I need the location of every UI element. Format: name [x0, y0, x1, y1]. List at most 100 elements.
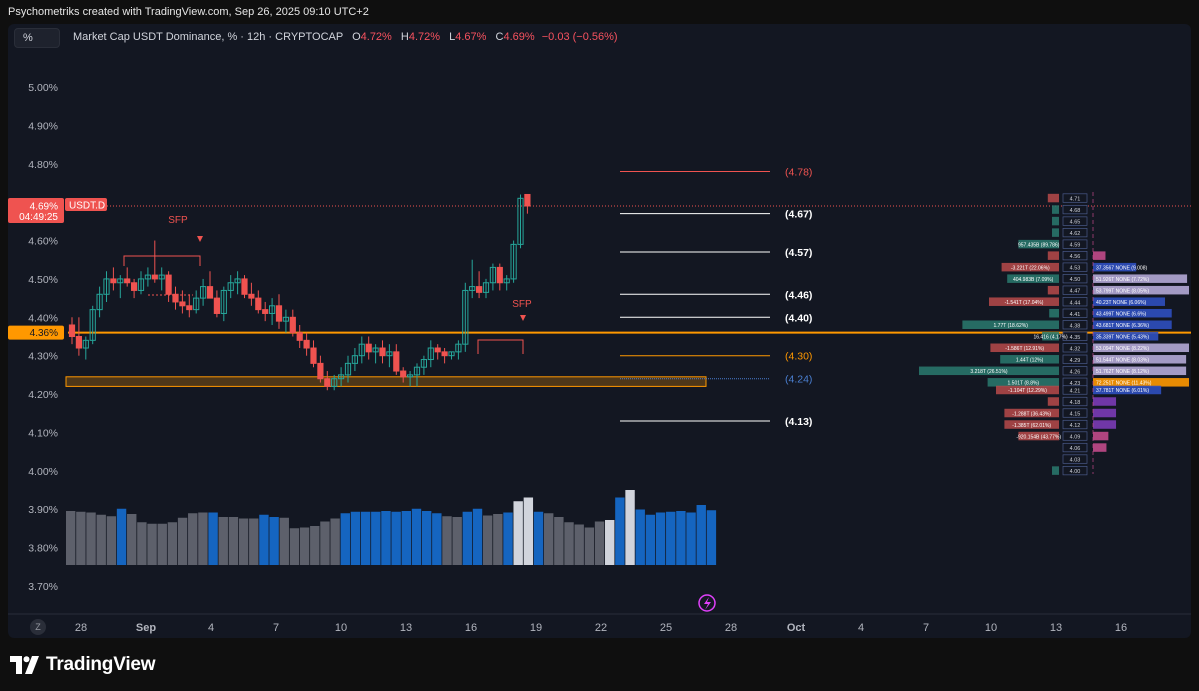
candle-body: [200, 286, 207, 299]
candle-body: [158, 274, 165, 280]
profile-bar-right-label: 43.499T NONE (6.6%): [1096, 311, 1147, 317]
candle-body: [469, 286, 476, 291]
profile-bar-right-label: 35.339T NONE (5.43%): [1096, 335, 1149, 341]
profile-price-cell: [1062, 228, 1088, 238]
profile-bar-right-label: 53.799T NONE (8.05%): [1096, 288, 1149, 294]
candle-body: [213, 297, 221, 314]
candle-body: [427, 347, 434, 361]
profile-bar-left: [1007, 274, 1059, 283]
key-level-tag: [8, 325, 64, 340]
candle-body: [462, 289, 469, 345]
level-label: (4.78): [785, 166, 812, 178]
candle-body: [110, 278, 117, 284]
profile-price-label: 4.41: [1070, 312, 1081, 318]
candle-body: [165, 274, 172, 295]
candle-body: [496, 266, 503, 284]
profile-price-cell: [1062, 465, 1088, 476]
chart-canvas[interactable]: 5.00%4.90%4.80%4.70%4.60%4.50%4.40%4.30%…: [8, 24, 1191, 638]
profile-bar-left: [989, 297, 1059, 306]
candle-body: [413, 366, 421, 376]
profile-price-cell: [1062, 408, 1088, 418]
volume-bar: [462, 511, 473, 565]
volume-bar: [564, 522, 574, 565]
x-tick-label: 13: [1050, 622, 1062, 634]
tradingview-logo: TradingView: [10, 654, 156, 676]
y-tick-label: 4.30%: [28, 351, 58, 363]
profile-bar-left: [1004, 408, 1059, 418]
profile-price-cell: [1062, 193, 1088, 203]
profile-bar-right-label: 51.544T NONE (8.03%): [1096, 358, 1149, 364]
candle-body: [289, 316, 296, 334]
profile-bar-right: [1093, 420, 1117, 429]
profile-price-label: 4.26: [1070, 369, 1081, 375]
volume-bar: [666, 511, 676, 565]
current-price-value: 4.69%: [30, 201, 58, 212]
candle-body: [358, 343, 365, 357]
candle-body: [144, 274, 152, 280]
profile-bar-left-label: -1.288T (36.43%): [1012, 411, 1051, 417]
volume-bar: [411, 508, 422, 565]
volume-bar: [554, 517, 564, 565]
profile-bar-left-label: 3.218T (26.51%): [970, 369, 1007, 375]
profile-bar-left-label: -1.586T (12.91%): [1005, 346, 1044, 352]
profile-bar-left-label: 957.435B (89.786): [1018, 242, 1060, 248]
profile-bar-right: [1093, 320, 1172, 329]
profile-bar-left: [1047, 285, 1059, 295]
volume-bar: [238, 518, 249, 565]
profile-price-label: 4.29: [1070, 358, 1081, 364]
volume-bar: [249, 518, 259, 565]
volume-bar: [106, 516, 117, 565]
candle-body: [338, 374, 345, 380]
volume-bar: [615, 497, 625, 565]
scale-percent-button[interactable]: %: [14, 28, 60, 48]
x-tick-label: 25: [660, 622, 672, 634]
profile-bar-left: [996, 385, 1059, 395]
candle-body: [248, 293, 255, 299]
profile-bar-left: [1052, 216, 1059, 226]
candle-body: [303, 339, 310, 349]
volume-bar: [86, 512, 96, 565]
volume-bar: [523, 497, 534, 565]
profile-bar-right-label: 43.681T NONE (6.36%): [1096, 323, 1149, 329]
candle-body: [420, 359, 427, 368]
profile-price-cell: [1062, 442, 1088, 453]
volume-bar: [472, 508, 483, 565]
profile-bar-right: [1093, 285, 1189, 295]
profile-bar-left-label: 16.416 (4.17%): [1033, 335, 1068, 341]
candle-body: [96, 293, 103, 311]
volume-bar: [482, 515, 493, 565]
volume-bar: [66, 511, 76, 565]
y-tick-label: 4.10%: [28, 427, 58, 439]
candle-body: [331, 378, 338, 387]
profile-bar-right: [1093, 385, 1162, 395]
y-tick-label: 4.80%: [28, 159, 58, 171]
profile-bar-left: [1001, 262, 1059, 272]
volume-bar: [127, 514, 137, 565]
legend-high-label: H: [400, 31, 409, 43]
profile-price-cell: [1062, 320, 1088, 330]
profile-bar-right-label: 40.23T NONE (6.06%): [1096, 300, 1147, 306]
chart-frame[interactable]: % Market Cap USDT Dominance, % · 12h · C…: [8, 24, 1191, 638]
volume-bar: [259, 514, 269, 565]
profile-price-label: 4.35: [1070, 335, 1081, 341]
candle-body: [275, 305, 283, 322]
support-zone: [65, 376, 707, 387]
profile-bar-right: [1093, 366, 1187, 376]
legend-change: −0.03 (−0.56%): [541, 31, 618, 43]
level-label: (4.46): [785, 289, 812, 301]
candle-body: [117, 278, 124, 284]
profile-bar-left: [1052, 466, 1059, 475]
profile-bar-right: [1093, 297, 1165, 306]
profile-price-label: 4.06: [1070, 446, 1081, 452]
z-button[interactable]: Z: [30, 619, 46, 635]
sfp-label: SFP: [168, 215, 188, 226]
volume-bar: [574, 524, 584, 565]
volume-bar: [269, 517, 279, 565]
candle-body: [407, 374, 414, 378]
candle-body: [351, 355, 358, 364]
candle-body: [476, 286, 483, 293]
profile-price-cell: [1062, 454, 1088, 464]
sfp-marker-icon: [197, 236, 203, 242]
candle-body: [365, 343, 372, 353]
candle-body: [296, 332, 303, 341]
